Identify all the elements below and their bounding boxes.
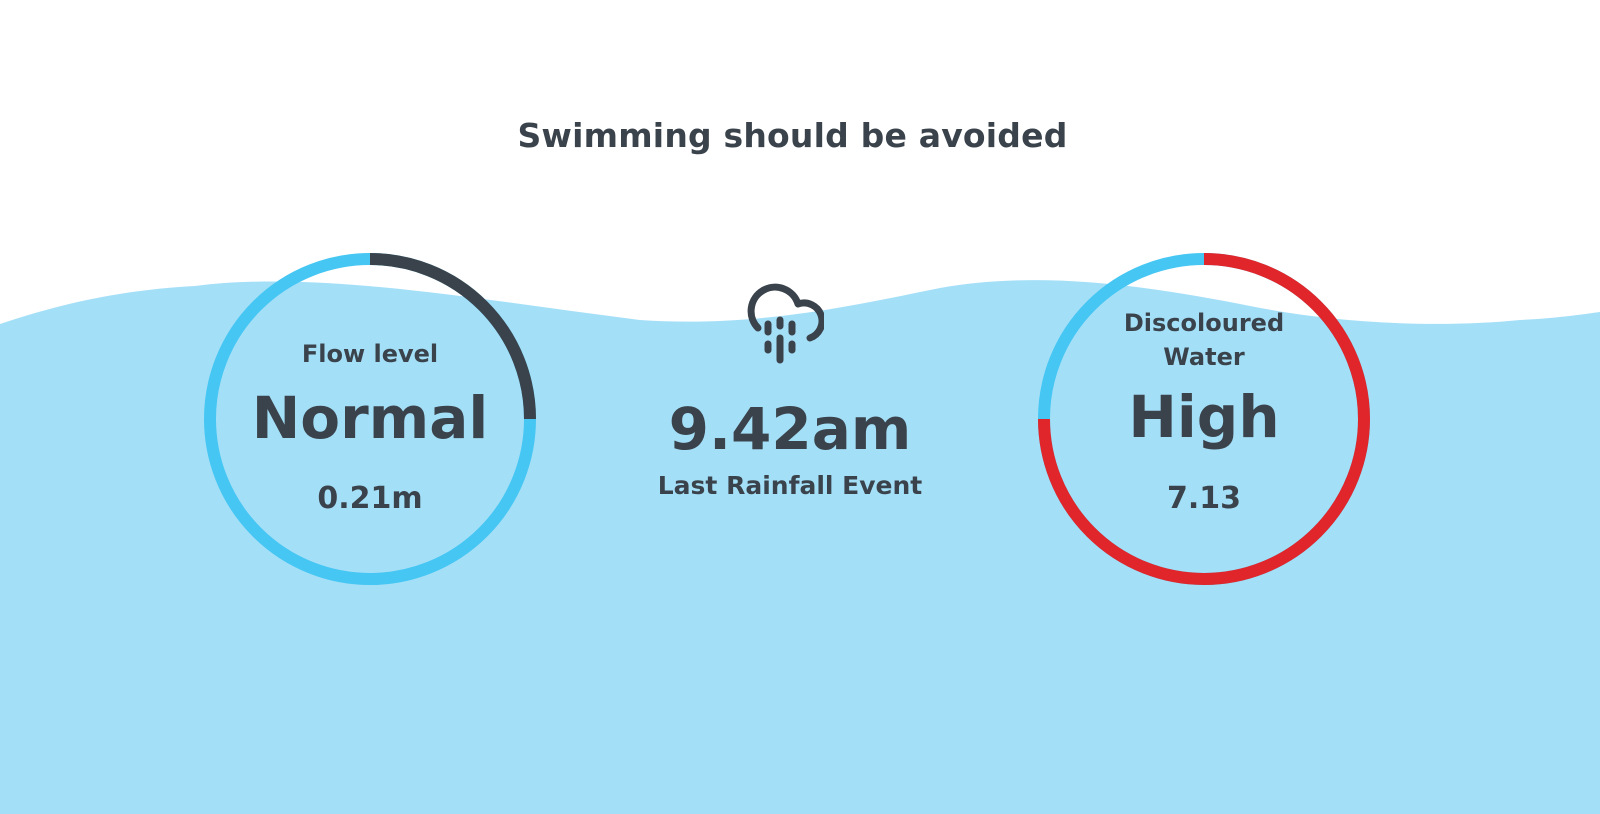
discoloured-gauge-level-arc bbox=[1038, 253, 1370, 585]
discoloured-water-label-line1: Discoloured bbox=[1123, 309, 1285, 337]
last-rainfall-time: 9.42am bbox=[668, 395, 912, 463]
flow-level-label: Flow level bbox=[301, 340, 439, 368]
swim-advisory-heading: Swimming should be avoided bbox=[517, 116, 1068, 155]
flow-level-status: Normal bbox=[251, 384, 489, 452]
discoloured-water-status: High bbox=[1128, 383, 1280, 451]
flow-level-value: 0.21m bbox=[317, 481, 423, 516]
flow-level-gauge: Flow level Normal 0.21m bbox=[200, 249, 540, 589]
discoloured-water-label-line2: Water bbox=[1163, 343, 1245, 371]
rain-cloud-icon bbox=[747, 283, 824, 364]
discoloured-water-value: 7.13 bbox=[1166, 481, 1242, 516]
flow-gauge-level-arc bbox=[369, 253, 536, 420]
last-rainfall-label: Last Rainfall Event bbox=[657, 471, 923, 500]
discoloured-water-gauge: Discoloured Water High 7.13 bbox=[1034, 249, 1374, 589]
last-rainfall-panel: 9.42am Last Rainfall Event bbox=[600, 280, 980, 520]
